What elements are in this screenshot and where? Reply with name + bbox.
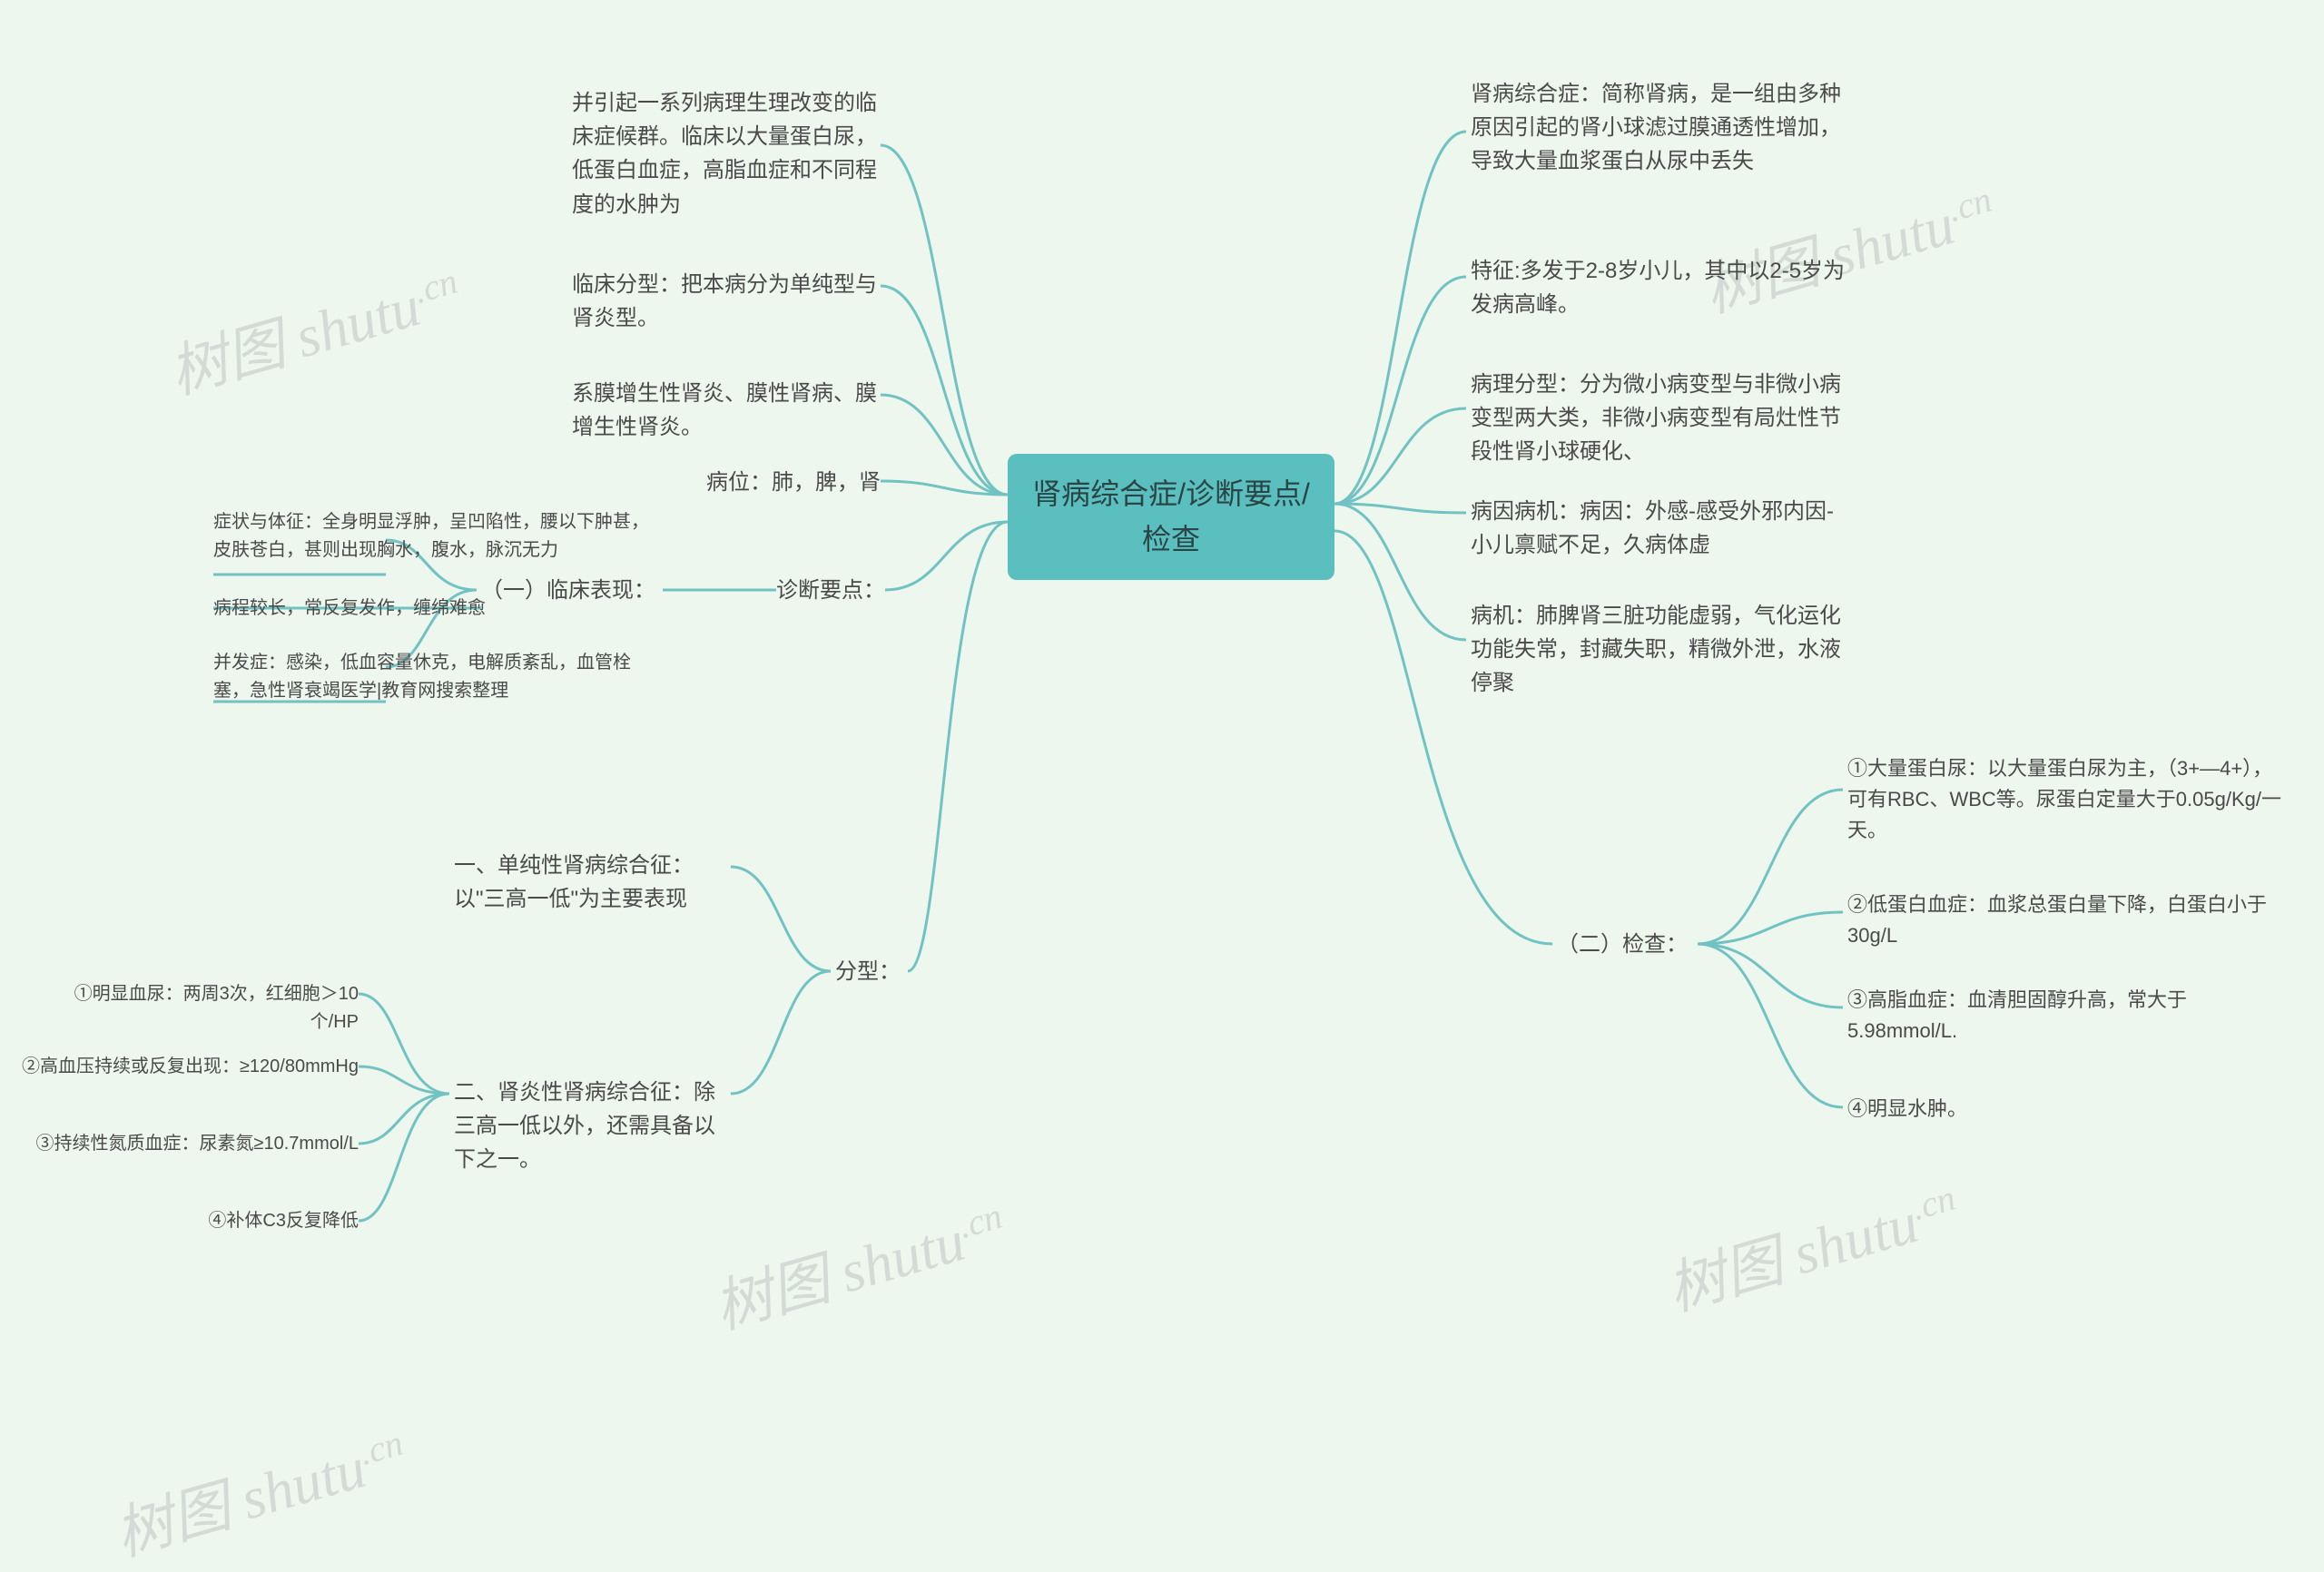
type2: 二、肾炎性肾病综合征：除三高一低以外，还需具备以下之一。 — [454, 1076, 735, 1177]
type-label: 分型： — [835, 955, 901, 988]
right-intro-3: 病因病机：病因：外感-感受外邪内因-小儿禀赋不足，久病体虚 — [1471, 495, 1852, 562]
clinical-0: 症状与体征：全身明显浮肿，呈凹陷性，腰以下肿甚，皮肤苍白，甚则出现胸水，腹水，脉… — [213, 508, 649, 565]
exam-item-0: ①大量蛋白尿：以大量蛋白尿为主，（3+—4+），可有RBC、WBC等。尿蛋白定量… — [1847, 753, 2292, 846]
exam-item-1: ②低蛋白血症：血浆总蛋白量下降，白蛋白小于30g/L — [1847, 889, 2292, 951]
type2-item-1: ②高血压持续或反复出现：≥120/80mmHg — [18, 1053, 359, 1081]
watermark: 树图 shutu.cn — [704, 1182, 1015, 1345]
exam-item-2: ③高脂血症：血清胆固醇升高，常大于5.98mmol/L. — [1847, 985, 2292, 1046]
exam-item-3: ④明显水肿。 — [1847, 1094, 2292, 1125]
right-intro-1: 特征:多发于2-8岁小儿，其中以2-5岁为发病高峰。 — [1471, 254, 1852, 321]
clinical-1: 病程较长，常反复发作，缠绵难愈 — [213, 594, 576, 623]
type1: 一、单纯性肾病综合征：以"三高一低"为主要表现 — [454, 849, 735, 916]
right-intro-0: 肾病综合症：简称肾病，是一组由多种原因引起的肾小球滤过膜通透性增加，导致大量血浆… — [1471, 77, 1852, 179]
left-intro-2: 系膜增生性肾炎、膜性肾病、膜增生性肾炎。 — [572, 377, 881, 444]
watermark: 树图 shutu.cn — [1657, 1164, 1968, 1327]
right-intro-4: 病机：肺脾肾三脏功能虚弱，气化运化功能失常，封藏失职，精微外泄，水液停聚 — [1471, 599, 1852, 701]
clinical-2: 并发症：感染，低血容量休克，电解质紊乱，血管栓塞，急性肾衰竭医学|教育网搜索整理 — [213, 649, 640, 705]
watermark: 树图 shutu.cn — [159, 247, 470, 410]
type2-item-2: ③持续性氮质血症：尿素氮≥10.7mmol/L — [27, 1130, 359, 1158]
watermark: 树图 shutu.cn — [104, 1409, 416, 1572]
diag-label: 诊断要点： — [776, 574, 885, 607]
left-intro-3: 病位：肺，脾，肾 — [699, 466, 881, 499]
center-node: 肾病综合症/诊断要点/检查 — [1008, 454, 1334, 580]
type2-item-3: ④补体C3反复降低 — [195, 1207, 359, 1235]
left-intro-1: 临床分型：把本病分为单纯型与肾炎型。 — [572, 268, 881, 335]
type2-item-0: ①明显血尿：两周3次，红细胞＞10个/HP — [50, 980, 359, 1037]
exam-label: （二）检查： — [1557, 928, 1688, 961]
left-intro-0: 并引起一系列病理生理改变的临床症候群。临床以大量蛋白尿，低蛋白血症，高脂血症和不… — [572, 86, 881, 221]
right-intro-2: 病理分型：分为微小病变型与非微小病变型两大类，非微小病变型有局灶性节段性肾小球硬… — [1471, 368, 1852, 469]
